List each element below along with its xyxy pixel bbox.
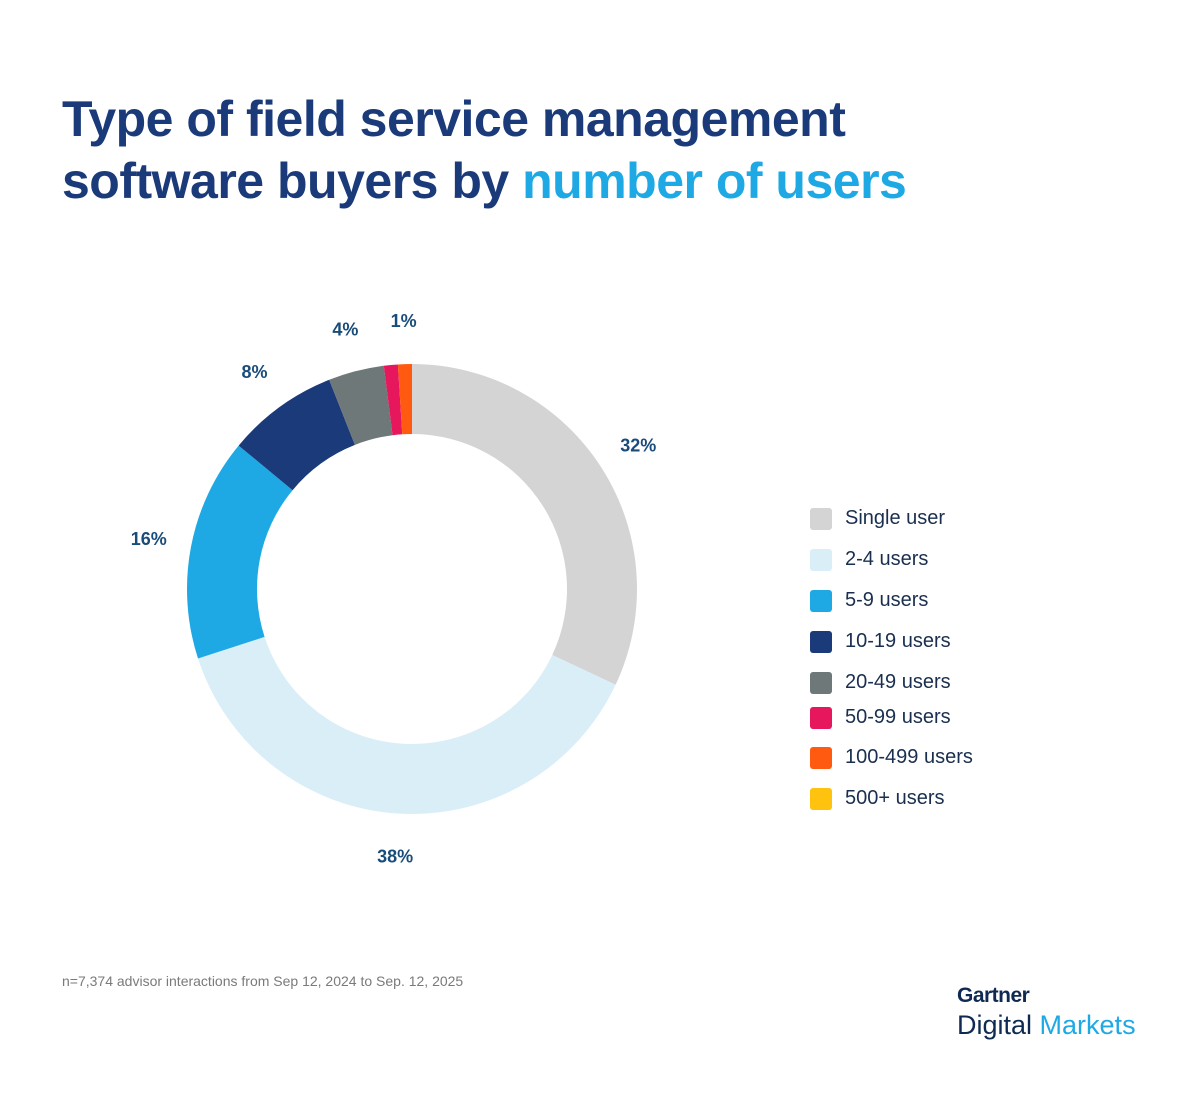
- legend-swatch: [810, 630, 832, 653]
- legend-item-single-user: Single user: [810, 507, 945, 530]
- data-label-20-49-users: 4%: [332, 319, 358, 339]
- data-label-2-4-users: 38%: [377, 846, 413, 866]
- legend-label: 10-19 users: [845, 630, 951, 652]
- slice-single-user: [412, 364, 637, 685]
- legend-item-100-499-users: 100-499 users: [810, 746, 973, 769]
- legend-swatch: [810, 706, 832, 729]
- legend-item-20-49-users: 20-49 users: [810, 671, 951, 694]
- gartner-digital-markets-logo: Gartner Digital Markets: [957, 984, 1136, 1041]
- data-label-single-user: 32%: [620, 435, 656, 455]
- legend-item-500-users: 500+ users: [810, 787, 945, 810]
- slice-10-19-users: [238, 379, 355, 491]
- donut-labels: 32% 38% 16% 8% 4% 1%: [131, 311, 657, 866]
- legend-label: 2-4 users: [845, 548, 929, 570]
- data-label-5-9-users: 16%: [131, 529, 167, 549]
- title-highlight: number of users: [522, 153, 907, 209]
- legend-label: 100-499 users: [845, 746, 973, 768]
- legend-label: Single user: [845, 507, 946, 529]
- logo-brand: Gartner: [957, 984, 1030, 1007]
- slice-2-4-users: [198, 636, 616, 814]
- logo-line-2: Markets: [1039, 1010, 1136, 1040]
- footnote: n=7,374 advisor interactions from Sep 12…: [62, 973, 464, 989]
- data-label-100-499-users: 1%: [391, 311, 417, 331]
- title-line-2: software buyers by: [62, 153, 523, 209]
- legend-swatch: [810, 589, 832, 612]
- legend-swatch: [810, 548, 832, 571]
- logo-line-1: Digital: [957, 1010, 1033, 1040]
- legend-item-50-99-users: 50-99 users: [810, 706, 951, 729]
- title-line-1: Type of field service management: [62, 91, 846, 147]
- legend-label: 50-99 users: [845, 706, 951, 728]
- legend-swatch: [810, 787, 832, 810]
- slice-5-9-users: [187, 445, 293, 659]
- slice-20-49-users: [329, 365, 393, 445]
- legend-label: 5-9 users: [845, 589, 929, 611]
- slice-100-499-users: [397, 364, 412, 435]
- legend-item-2-4-users: 2-4 users: [810, 548, 928, 571]
- data-label-10-19-users: 8%: [241, 362, 267, 382]
- legend-swatch: [810, 507, 832, 530]
- slice-50-99-users: [383, 364, 403, 436]
- legend-swatch: [810, 746, 832, 769]
- legend-label: 500+ users: [845, 787, 945, 809]
- legend-swatch: [810, 671, 832, 694]
- legend-label: 20-49 users: [845, 671, 951, 693]
- legend-item-5-9-users: 5-9 users: [810, 589, 928, 612]
- legend-item-10-19-users: 10-19 users: [810, 630, 951, 653]
- donut-slices: [187, 364, 637, 814]
- chart-title: Type of field service management software…: [62, 88, 907, 212]
